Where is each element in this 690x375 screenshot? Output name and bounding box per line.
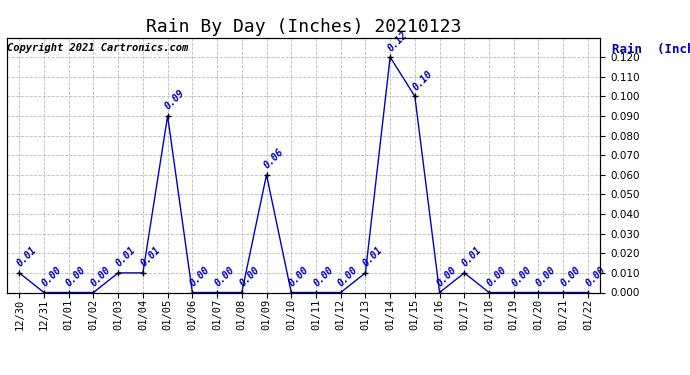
Text: 0.00: 0.00 <box>584 265 607 288</box>
Text: 0.01: 0.01 <box>139 245 162 269</box>
Text: 0.00: 0.00 <box>213 265 237 288</box>
Text: 0.00: 0.00 <box>188 265 212 288</box>
Text: 0.00: 0.00 <box>485 265 509 288</box>
Text: 0.01: 0.01 <box>361 245 385 269</box>
Text: 0.09: 0.09 <box>164 88 187 112</box>
Text: 0.06: 0.06 <box>262 147 286 171</box>
Text: 0.00: 0.00 <box>534 265 558 288</box>
Text: 0.00: 0.00 <box>287 265 310 288</box>
Text: 0.01: 0.01 <box>460 245 484 269</box>
Text: 0.00: 0.00 <box>89 265 113 288</box>
Text: 0.12: 0.12 <box>386 29 410 53</box>
Text: Rain  (Inches): Rain (Inches) <box>612 43 690 56</box>
Text: 0.00: 0.00 <box>64 265 88 288</box>
Text: 0.00: 0.00 <box>237 265 262 288</box>
Text: Copyright 2021 Cartronics.com: Copyright 2021 Cartronics.com <box>8 43 189 52</box>
Title: Rain By Day (Inches) 20210123: Rain By Day (Inches) 20210123 <box>146 18 462 36</box>
Text: 0.00: 0.00 <box>559 265 582 288</box>
Text: 0.00: 0.00 <box>337 265 360 288</box>
Text: 0.10: 0.10 <box>411 69 434 92</box>
Text: 0.00: 0.00 <box>435 265 459 288</box>
Text: 0.00: 0.00 <box>40 265 63 288</box>
Text: 0.00: 0.00 <box>312 265 335 288</box>
Text: 0.00: 0.00 <box>509 265 533 288</box>
Text: 0.01: 0.01 <box>15 245 39 269</box>
Text: 0.01: 0.01 <box>114 245 137 269</box>
